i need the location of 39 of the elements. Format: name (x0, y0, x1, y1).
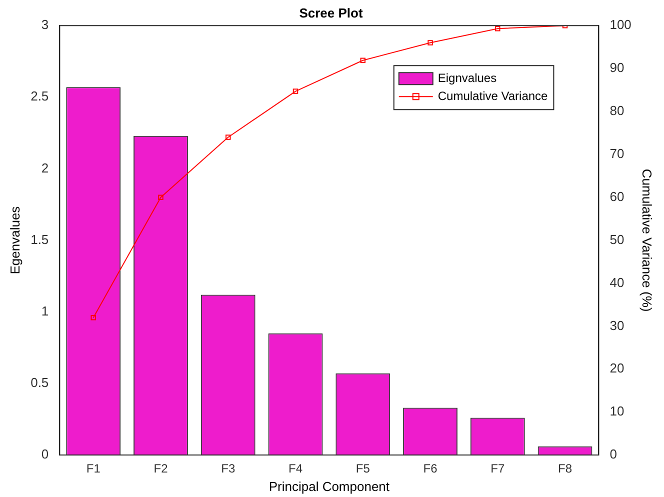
y2-tick-label: 100 (610, 17, 632, 32)
legend-label: Eignvalues (438, 70, 497, 85)
y-axis-title: Egenvalues (7, 206, 22, 274)
x-tick-label: F7 (490, 462, 505, 476)
point (495, 26, 500, 32)
x-tick-label: F8 (558, 462, 572, 476)
y-tick-label: 1 (41, 303, 49, 318)
x-tick-label: F6 (423, 462, 438, 476)
y2-tick-label: 80 (610, 103, 624, 118)
point (360, 58, 366, 64)
y-tick-label: 0 (41, 446, 49, 462)
point (292, 88, 298, 94)
y2-tick-label: 30 (610, 318, 624, 333)
y2-tick-label: 20 (610, 360, 624, 376)
x-tick-label: F4 (288, 462, 303, 476)
x-tick-label: F5 (356, 462, 370, 476)
y-tick-label: 2.5 (30, 88, 49, 104)
y2-axis-title: Cumulative Variance (%) (640, 168, 655, 312)
point (90, 314, 96, 320)
y-tick-label: 1.5 (30, 232, 49, 247)
x-tick-label: F1 (86, 462, 101, 476)
y-tick-label: 2 (41, 160, 49, 176)
x-tick-label: F3 (221, 462, 236, 476)
x-axis-title: Principal Component (268, 478, 390, 494)
y2-tick-label: 10 (610, 404, 624, 419)
point (226, 134, 231, 140)
y2-tick-label: 70 (610, 146, 624, 161)
legend-label: Cumulative Variance (438, 88, 548, 103)
y2-tick-label: 40 (610, 274, 624, 290)
y2-tick-label: 0 (610, 446, 617, 462)
point (428, 40, 433, 46)
y2-tick-label: 90 (610, 60, 624, 76)
y-tick-label: 0.5 (30, 375, 49, 390)
point (158, 194, 164, 200)
y-tick-label: 3 (41, 17, 49, 32)
chart-title: Scree Plot (299, 5, 364, 20)
y2-tick-label: 50 (610, 232, 624, 247)
x-tick-label: F2 (154, 462, 168, 476)
y2-tick-label: 60 (610, 188, 624, 204)
